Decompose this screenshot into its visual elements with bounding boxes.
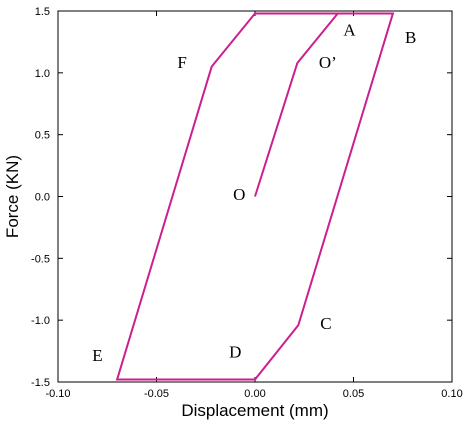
y-tick-label: 0.0 — [35, 192, 50, 204]
x-tick-label: -0.05 — [144, 388, 169, 400]
y-tick-label: 1.0 — [35, 68, 50, 80]
point-annotation: O — [233, 185, 245, 204]
point-annotation: E — [92, 346, 102, 365]
point-annotation: D — [229, 342, 241, 361]
point-annotation: B — [405, 28, 416, 47]
series-line — [115, 12, 395, 381]
x-tick-label: -0.10 — [45, 388, 70, 400]
y-tick-label: -1.5 — [31, 377, 50, 389]
point-annotation: F — [177, 53, 186, 72]
x-tick-label: 0.05 — [343, 388, 364, 400]
y-axis: -1.5 -1.0 -0.5 0.0 0.5 1.0 1.5 — [31, 6, 452, 389]
series-layer — [115, 12, 395, 381]
annotations: A B O’ F O C D E — [92, 21, 416, 365]
y-tick-label: 0.5 — [35, 130, 50, 142]
x-tick-label: 0.00 — [244, 388, 265, 400]
point-annotation: A — [343, 21, 356, 40]
y-tick-label: -0.5 — [31, 253, 50, 265]
point-annotation: O’ — [319, 53, 337, 72]
x-axis: -0.10 -0.05 0.00 0.05 0.10 — [45, 11, 463, 400]
x-tick-label: 0.10 — [441, 388, 462, 400]
point-annotation: C — [320, 314, 331, 333]
y-tick-label: 1.5 — [35, 6, 50, 18]
y-axis-label: Force (KN) — [3, 155, 22, 238]
x-axis-label: Displacement (mm) — [181, 401, 328, 420]
y-tick-label: -1.0 — [31, 315, 50, 327]
